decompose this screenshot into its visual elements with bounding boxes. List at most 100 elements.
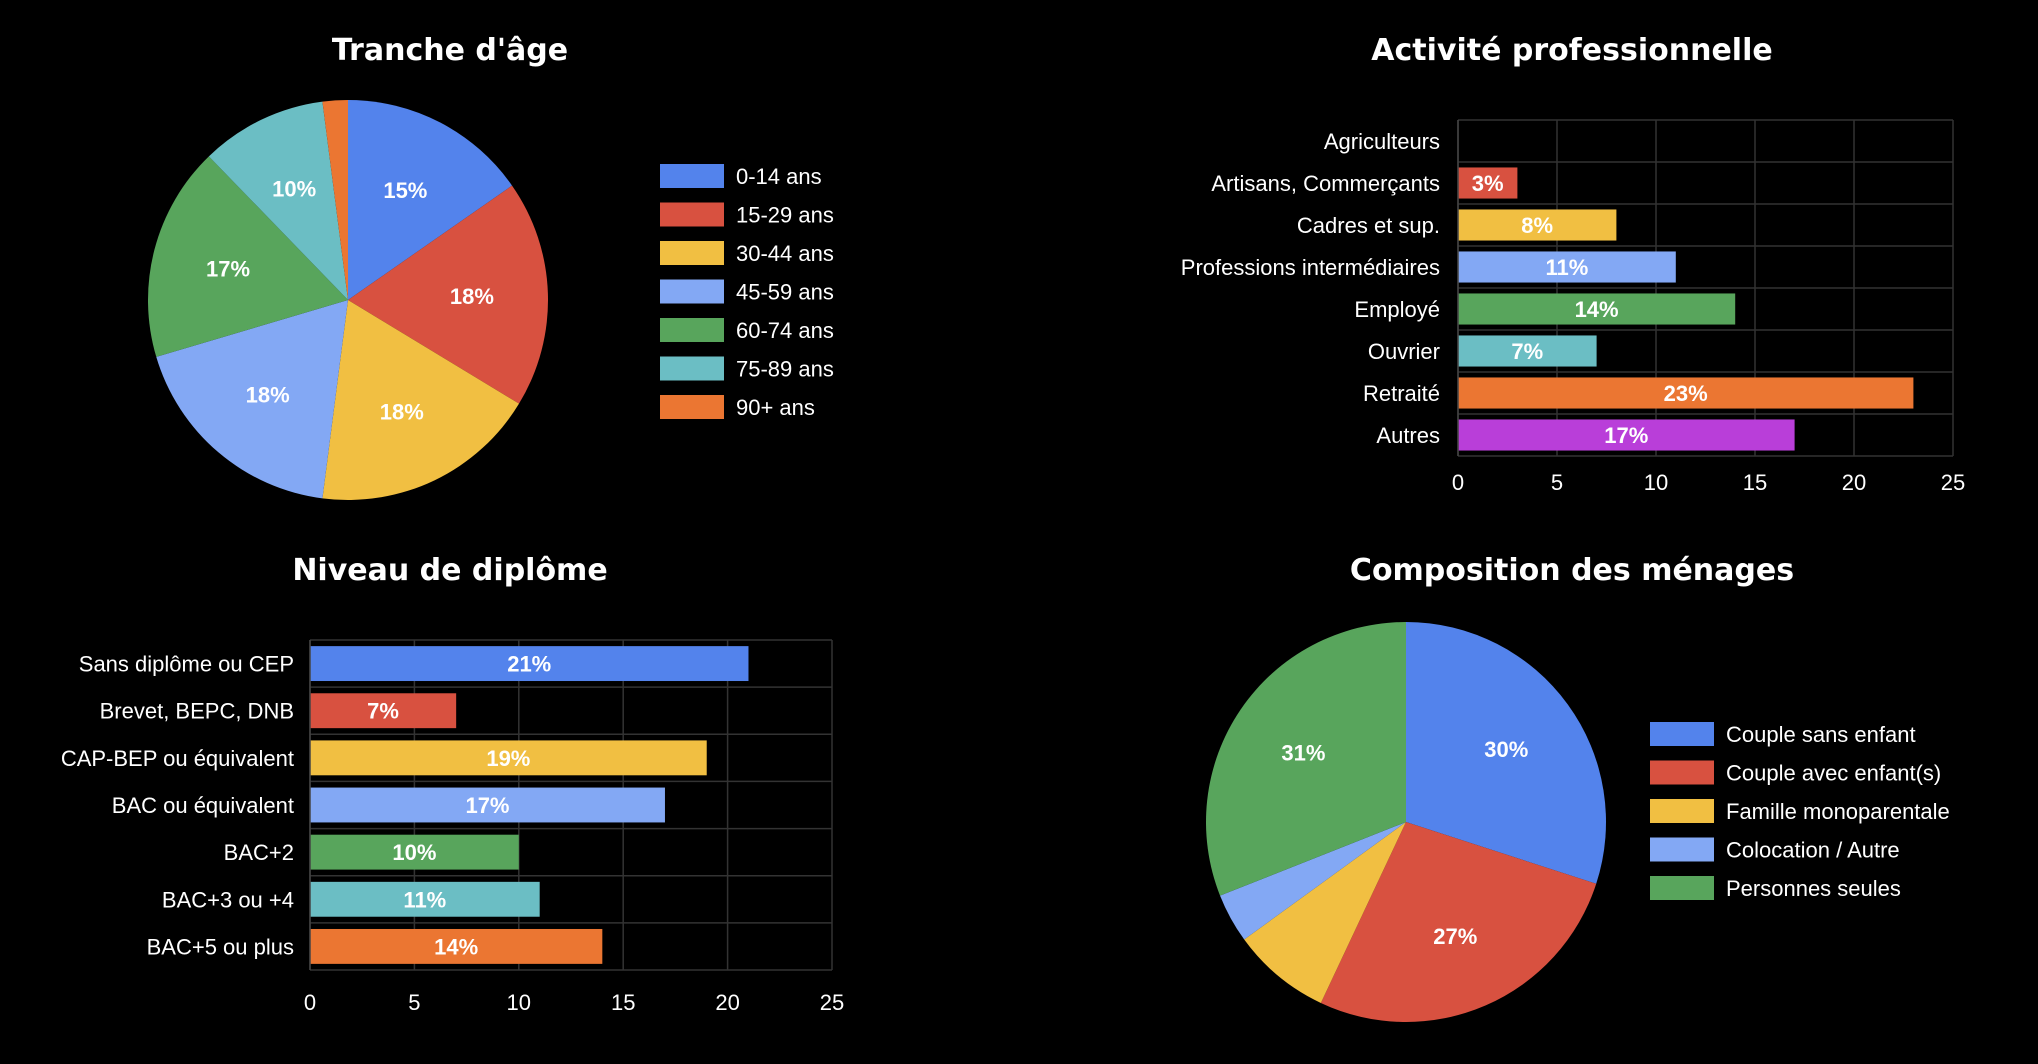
category-label: BAC+5 ou plus bbox=[147, 934, 294, 959]
legend-label: Couple sans enfant bbox=[1726, 722, 1916, 747]
bar-value-label: 3% bbox=[1472, 171, 1504, 196]
pie-slice-2[interactable] bbox=[348, 185, 548, 404]
legend-label: 60-74 ans bbox=[736, 318, 834, 343]
category-label: BAC+2 bbox=[224, 840, 294, 865]
slice-label-5: 31% bbox=[1281, 740, 1325, 765]
legend-label: 0-14 ans bbox=[736, 164, 822, 189]
legend-swatch bbox=[1650, 837, 1714, 862]
legend-swatch bbox=[1650, 876, 1714, 900]
bar-4[interactable] bbox=[1458, 251, 1676, 283]
legend-label: Personnes seules bbox=[1726, 876, 1901, 901]
legend-swatch bbox=[660, 356, 724, 381]
slice-label-4: 18% bbox=[246, 382, 290, 407]
legend-swatch bbox=[660, 318, 724, 342]
bar-value-label: 14% bbox=[1575, 297, 1619, 322]
x-tick-label: 0 bbox=[1452, 470, 1464, 495]
legend-swatch bbox=[1650, 722, 1714, 746]
category-label: Brevet, BEPC, DNB bbox=[100, 699, 294, 724]
bar-5[interactable] bbox=[1458, 293, 1736, 325]
chart-activite: Activité professionnelle 0 5 10 15 20 25 Agricu… bbox=[1181, 33, 1965, 495]
slice-label-5: 17% bbox=[206, 257, 250, 282]
category-label: BAC ou équivalent bbox=[112, 793, 294, 818]
category-label: Sans diplôme ou CEP bbox=[79, 652, 294, 677]
category-label: Ouvrier bbox=[1368, 339, 1440, 364]
pie-slice-5[interactable] bbox=[1205, 621, 1406, 896]
slice-label-2: 27% bbox=[1433, 924, 1477, 949]
chart-age: Tranche d'âge 15% 18% 18% 18% 17% 10% 0-14 ans 1… bbox=[148, 33, 834, 500]
pie-slice-3[interactable] bbox=[1244, 822, 1406, 1003]
legend-label: 45-59 ans bbox=[736, 280, 834, 305]
legend-label: 30-44 ans bbox=[736, 241, 834, 266]
x-tick-label: 25 bbox=[820, 990, 844, 1015]
pie-slice-1[interactable] bbox=[1406, 622, 1606, 884]
bar-value-label: 8% bbox=[1521, 213, 1553, 238]
bar-value-label: 14% bbox=[434, 934, 478, 959]
x-tick-label: 20 bbox=[715, 990, 739, 1015]
pie-slice-3[interactable] bbox=[322, 300, 520, 500]
pie-slice-2[interactable] bbox=[1320, 822, 1597, 1022]
pie-slice-5[interactable] bbox=[148, 156, 348, 357]
slice-label-2: 18% bbox=[450, 284, 494, 309]
bar-7[interactable] bbox=[310, 928, 603, 964]
x-tick-label: 0 bbox=[304, 990, 316, 1015]
legend-swatch bbox=[1650, 799, 1714, 823]
bar-1[interactable] bbox=[310, 646, 749, 682]
x-tick-label: 10 bbox=[1644, 470, 1668, 495]
bar-value-label: 7% bbox=[1511, 339, 1543, 364]
legend-label: 15-29 ans bbox=[736, 203, 834, 228]
x-tick-label: 10 bbox=[507, 990, 531, 1015]
legend-swatch bbox=[660, 202, 724, 227]
bar-value-label: 11% bbox=[1545, 255, 1588, 280]
slice-label-1: 15% bbox=[383, 178, 427, 203]
bar-value-label: 21% bbox=[507, 652, 551, 677]
x-tick-label: 15 bbox=[1743, 470, 1767, 495]
chart-title: Activité professionnelle bbox=[1371, 33, 1772, 68]
legend-label: Famille monoparentale bbox=[1726, 799, 1950, 824]
category-label: BAC+3 ou +4 bbox=[162, 887, 294, 912]
bar-6[interactable] bbox=[310, 881, 540, 917]
bar-value-label: 7% bbox=[367, 699, 399, 724]
chart-title: Niveau de diplôme bbox=[292, 553, 607, 588]
bar-3[interactable] bbox=[1458, 209, 1617, 241]
category-label: Autres bbox=[1376, 423, 1440, 448]
bar-8[interactable] bbox=[1458, 419, 1795, 451]
bar-2[interactable] bbox=[1458, 167, 1518, 199]
bar-value-label: 10% bbox=[392, 840, 436, 865]
category-label: Cadres et sup. bbox=[1297, 213, 1440, 238]
bar-value-label: 19% bbox=[486, 746, 530, 771]
legend-label: 90+ ans bbox=[736, 395, 815, 420]
pie-slice-4[interactable] bbox=[1220, 822, 1406, 940]
category-label: CAP-BEP ou équivalent bbox=[61, 746, 294, 771]
bar-value-label: 11% bbox=[403, 887, 446, 912]
slice-label-3: 18% bbox=[380, 400, 424, 425]
legend-label: Couple avec enfant(s) bbox=[1726, 761, 1941, 786]
bar-4[interactable] bbox=[310, 787, 665, 823]
chart-diplome: Niveau de diplôme 0 5 10 15 20 25 Sans diplôme … bbox=[61, 553, 844, 1015]
bar-7[interactable] bbox=[1458, 377, 1914, 409]
x-tick-label: 20 bbox=[1842, 470, 1866, 495]
bar-3[interactable] bbox=[310, 740, 707, 776]
category-label: Professions intermédiaires bbox=[1181, 255, 1440, 280]
pie-slice-4[interactable] bbox=[156, 300, 348, 499]
chart-title: Composition des ménages bbox=[1350, 553, 1794, 588]
bar-5[interactable] bbox=[310, 834, 519, 870]
bar-value-label: 23% bbox=[1664, 381, 1708, 406]
bar-value-label: 17% bbox=[465, 793, 509, 818]
legend-label: 75-89 ans bbox=[736, 357, 834, 382]
slice-label-6: 10% bbox=[272, 176, 316, 201]
chart-title: Tranche d'âge bbox=[332, 33, 568, 68]
pie-slice-6[interactable] bbox=[208, 101, 348, 300]
bar-6[interactable] bbox=[1458, 335, 1597, 367]
bar-2[interactable] bbox=[310, 693, 457, 729]
bar-value-label: 17% bbox=[1604, 423, 1648, 448]
x-tick-label: 5 bbox=[1551, 470, 1563, 495]
legend-swatch bbox=[1650, 760, 1714, 785]
pie-slice-1[interactable] bbox=[348, 100, 513, 300]
x-tick-label: 5 bbox=[408, 990, 420, 1015]
legend-label: Colocation / Autre bbox=[1726, 838, 1900, 863]
category-label: Employé bbox=[1354, 297, 1440, 322]
legend-swatch bbox=[660, 164, 724, 188]
x-tick-label: 15 bbox=[611, 990, 635, 1015]
pie-slice-7[interactable] bbox=[322, 100, 348, 300]
category-label: Agriculteurs bbox=[1324, 129, 1440, 154]
